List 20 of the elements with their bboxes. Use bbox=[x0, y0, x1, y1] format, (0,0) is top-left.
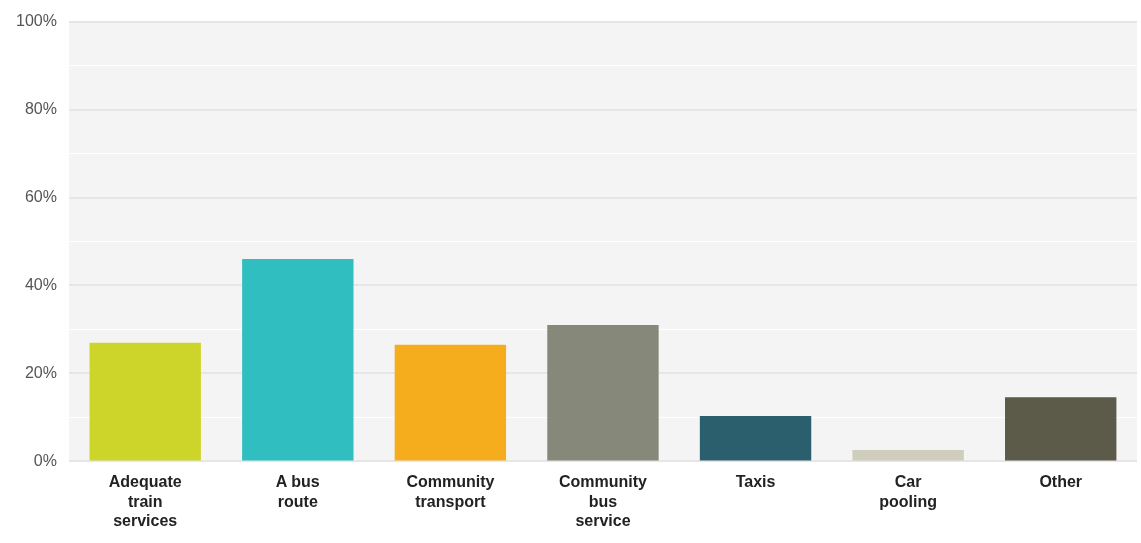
x-tick-label: Other bbox=[1039, 473, 1083, 491]
bar bbox=[1005, 397, 1117, 461]
y-tick-label: 40% bbox=[24, 275, 57, 293]
y-tick-label: 60% bbox=[24, 187, 57, 205]
x-tick-label: Taxis bbox=[735, 473, 776, 491]
x-tick-label: Community transport bbox=[406, 473, 495, 510]
bar bbox=[699, 416, 812, 461]
y-tick-label: 100% bbox=[16, 12, 57, 30]
y-tick-label: 20% bbox=[24, 363, 57, 381]
bar bbox=[89, 342, 201, 461]
y-tick-label: 0% bbox=[33, 451, 57, 469]
x-tick-label: Car pooling bbox=[879, 473, 938, 510]
x-tick-label: Community bus service bbox=[558, 473, 648, 529]
x-tick-label: Adequate train services bbox=[108, 473, 182, 529]
bar bbox=[242, 259, 354, 461]
bar bbox=[547, 325, 659, 461]
bar bbox=[852, 449, 964, 461]
y-tick-label: 80% bbox=[24, 99, 57, 117]
bar bbox=[394, 344, 507, 461]
x-tick-label: A bus route bbox=[275, 473, 320, 510]
